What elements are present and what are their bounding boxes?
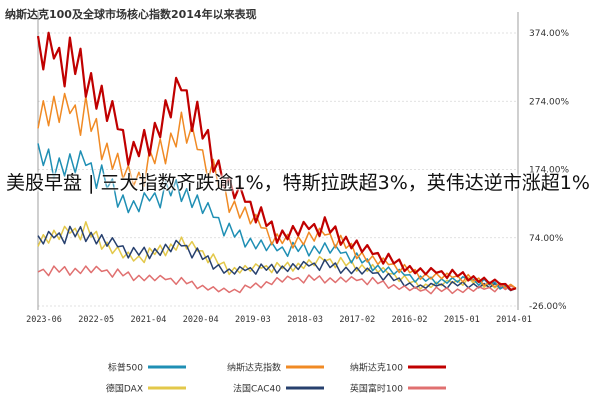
y-tick-label: 274.00%	[529, 97, 569, 107]
legend: 纳斯达克100 纳斯达克指数 标普500 英国富时100 法国CAC40 德国DAX	[106, 362, 446, 395]
series-line	[37, 92, 517, 289]
legend-label: 法国CAC40	[233, 383, 281, 395]
x-tick-labels: 2014-01 2015-01 2016-02 2017-02 2018-03 2019-…	[26, 315, 532, 325]
x-tick-label: 2017-02	[339, 315, 375, 325]
legend-label: 标普500	[108, 362, 143, 374]
chart-title: 纳斯达克100及全球市场核心指数2014年以来表现	[5, 7, 257, 21]
legend-label: 纳斯达克指数	[227, 362, 281, 374]
y-tick-labels: 374.00% 274.00% 174.00% 74.00% -26.00%	[529, 29, 569, 312]
x-tick-label: 2023-06	[26, 315, 62, 325]
x-tick-label: 2014-01	[496, 315, 532, 325]
y-tick-label: 174.00%	[529, 166, 569, 176]
x-tick-label: 2016-02	[392, 315, 428, 325]
y-tick-label: -26.00%	[529, 302, 567, 312]
y-tick-label: 74.00%	[529, 234, 564, 244]
x-tick-label: 2019-03	[235, 315, 271, 325]
x-tick-label: 2018-03	[287, 315, 323, 325]
legend-label: 英国富时100	[350, 383, 403, 395]
grid-lines	[38, 32, 518, 307]
series-line	[37, 225, 517, 292]
x-tick-label: 2015-01	[444, 315, 480, 325]
series-lines	[36, 31, 517, 295]
series-line	[37, 143, 517, 291]
x-tick-label: 2022-05	[78, 315, 114, 325]
x-tick-label: 2021-04	[131, 315, 167, 325]
x-tick-label: 2020-04	[183, 315, 219, 325]
legend-label: 纳斯达克100	[350, 362, 403, 374]
y-tick-label: 374.00%	[529, 29, 569, 39]
series-line	[37, 265, 517, 295]
legend-label: 德国DAX	[106, 383, 143, 395]
series-line	[36, 31, 517, 291]
